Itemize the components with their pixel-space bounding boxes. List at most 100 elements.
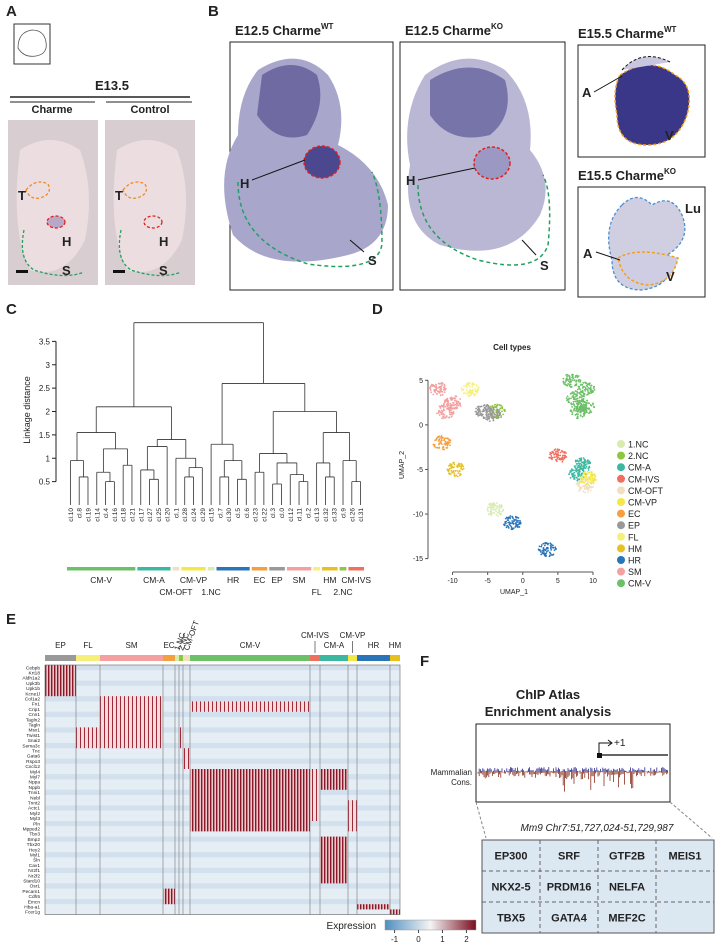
point xyxy=(583,475,586,478)
point xyxy=(439,440,442,443)
point xyxy=(511,520,514,522)
point xyxy=(452,407,455,410)
conservation-track xyxy=(477,767,668,792)
point xyxy=(591,477,594,480)
gene-label: Tbx3 xyxy=(29,832,40,838)
point xyxy=(434,386,436,388)
image-title: E12.5 CharmeKO xyxy=(405,22,503,38)
point xyxy=(580,404,583,407)
point xyxy=(579,384,582,386)
point xyxy=(577,469,580,472)
gene-label: Upk3b xyxy=(26,681,40,687)
point xyxy=(557,454,560,457)
point xyxy=(586,399,589,402)
point xyxy=(441,417,443,419)
point xyxy=(475,412,478,415)
somite-outline xyxy=(237,171,383,268)
point xyxy=(566,398,569,401)
point xyxy=(519,519,521,522)
point xyxy=(576,394,578,397)
dendrogram-link xyxy=(146,446,168,505)
superscript: WT xyxy=(321,22,334,31)
point-cluster xyxy=(565,390,585,406)
point xyxy=(568,397,571,400)
point xyxy=(576,376,579,379)
point xyxy=(573,477,575,480)
panel-label: F xyxy=(420,653,429,670)
point xyxy=(583,487,586,490)
point xyxy=(516,521,519,523)
point xyxy=(445,407,448,410)
point xyxy=(492,409,495,411)
point xyxy=(586,463,588,465)
expression-block xyxy=(310,769,320,821)
point xyxy=(578,472,581,475)
point xyxy=(477,411,480,414)
point xyxy=(563,455,566,457)
group-bar xyxy=(348,655,357,661)
dendrogram-link xyxy=(95,406,172,440)
region-label: T xyxy=(115,188,123,203)
point xyxy=(482,408,485,411)
point xyxy=(511,516,514,518)
heatmap-row xyxy=(45,691,400,697)
point xyxy=(483,404,486,406)
point xyxy=(591,472,593,475)
group-bar xyxy=(357,655,390,661)
point xyxy=(487,406,490,409)
point xyxy=(444,437,447,440)
table-cell: MEF2C xyxy=(608,913,645,925)
heatmap-row xyxy=(45,836,400,842)
group-bar xyxy=(100,655,163,661)
point xyxy=(586,473,589,476)
point xyxy=(545,550,548,553)
colorbar-tick: 0 xyxy=(416,935,421,944)
point xyxy=(439,441,442,444)
point xyxy=(453,474,456,476)
legend-swatch xyxy=(617,556,625,564)
gene-label: Cnn1 xyxy=(29,712,41,718)
point xyxy=(571,392,574,395)
point xyxy=(582,457,585,459)
point xyxy=(432,443,435,446)
gene-label: Hba-a1 xyxy=(24,905,40,911)
region-label: H xyxy=(240,176,249,191)
heart-outline xyxy=(303,145,341,179)
point xyxy=(498,508,501,511)
point xyxy=(503,523,506,526)
point xyxy=(442,436,444,439)
point xyxy=(482,417,485,420)
point xyxy=(577,402,580,405)
point xyxy=(435,387,438,390)
point xyxy=(434,383,437,386)
point xyxy=(575,379,578,382)
gene-label: Tnc xyxy=(32,749,41,755)
point xyxy=(587,480,589,483)
group-bar xyxy=(181,567,206,571)
point xyxy=(444,405,447,408)
point xyxy=(582,400,584,403)
point xyxy=(500,404,503,407)
point xyxy=(500,416,502,419)
point xyxy=(468,391,471,394)
ventricle xyxy=(617,251,679,286)
point xyxy=(442,404,445,407)
point xyxy=(513,518,516,521)
legend-swatch xyxy=(617,451,625,460)
point xyxy=(574,400,577,403)
group-label: CM-A xyxy=(143,575,165,585)
legend-label: HM xyxy=(628,544,642,554)
dendrogram-link xyxy=(156,439,187,459)
heatmap-row xyxy=(45,665,400,671)
point xyxy=(485,411,488,413)
leaf-label: cl.19 xyxy=(85,508,92,522)
point xyxy=(582,397,585,400)
point xyxy=(463,385,465,387)
point-cluster xyxy=(576,399,596,415)
embryo-sketch xyxy=(17,29,47,57)
point xyxy=(576,397,579,400)
point xyxy=(589,486,592,488)
leaf-label: cl.8 xyxy=(77,508,84,519)
point xyxy=(460,387,463,389)
legend-swatch xyxy=(617,474,625,483)
